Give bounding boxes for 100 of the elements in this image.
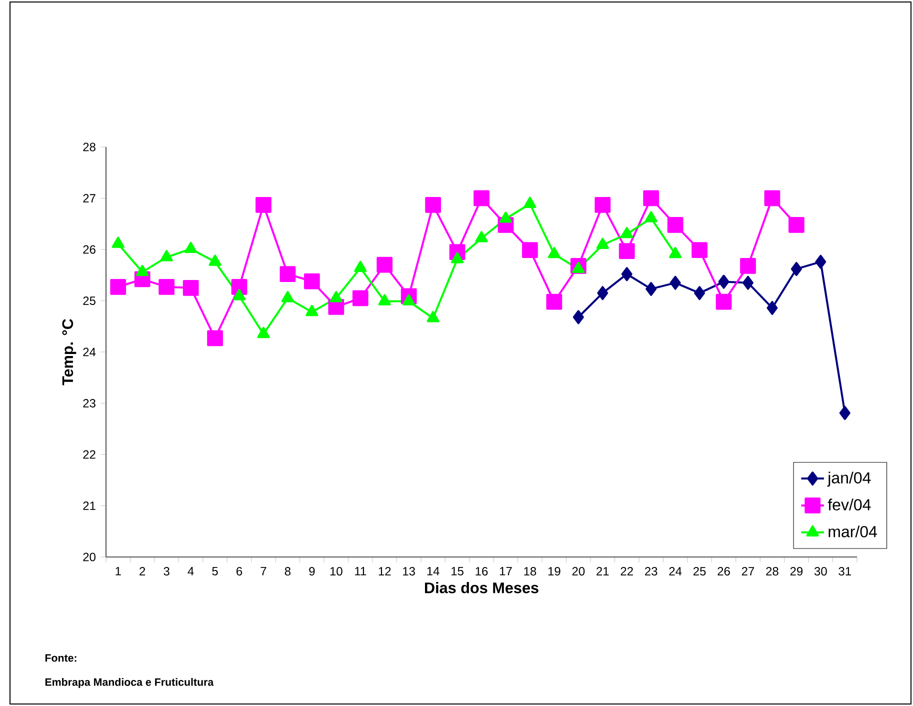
point bbox=[352, 290, 368, 306]
point bbox=[740, 258, 756, 274]
point bbox=[788, 216, 804, 233]
point bbox=[692, 242, 708, 258]
x-tick-label: 19 bbox=[548, 567, 560, 576]
point bbox=[620, 226, 634, 238]
point bbox=[474, 190, 490, 206]
x-tick-label: 23 bbox=[645, 567, 658, 576]
point bbox=[376, 256, 393, 273]
point bbox=[790, 262, 802, 276]
x-tick-label: 10 bbox=[330, 567, 342, 576]
x-tick-label: 12 bbox=[378, 567, 391, 576]
x-tick-label: 15 bbox=[452, 567, 464, 576]
point bbox=[184, 242, 198, 254]
x-tick-label: 29 bbox=[790, 567, 803, 576]
point bbox=[718, 274, 730, 289]
point bbox=[281, 291, 294, 302]
point bbox=[694, 286, 706, 300]
point bbox=[644, 211, 658, 222]
point bbox=[208, 254, 222, 266]
point bbox=[425, 196, 441, 213]
x-tick-label: 2 bbox=[140, 567, 146, 576]
point bbox=[306, 304, 318, 316]
x-tick-label: 20 bbox=[572, 567, 585, 576]
x-tick-label: 6 bbox=[236, 567, 242, 576]
x-tick-label: 4 bbox=[188, 567, 194, 576]
x-tick-label: 9 bbox=[309, 567, 315, 576]
point bbox=[546, 294, 562, 310]
legend-label: jan/04 bbox=[827, 472, 871, 487]
text: Embrapa Mandioca e Fruticultura bbox=[45, 678, 214, 688]
x-tick-label: 26 bbox=[718, 567, 730, 576]
legend-label: mar/04 bbox=[828, 526, 877, 538]
point bbox=[839, 406, 850, 420]
x-tick-label: 21 bbox=[596, 567, 609, 576]
point bbox=[621, 267, 632, 282]
x-tick-label: 11 bbox=[355, 567, 366, 576]
point bbox=[112, 236, 124, 248]
x-tick-label: 18 bbox=[524, 567, 536, 576]
point bbox=[548, 246, 560, 258]
point bbox=[597, 286, 608, 300]
point bbox=[256, 196, 272, 213]
x-tick-label: 16 bbox=[476, 567, 488, 576]
point bbox=[670, 276, 681, 290]
x-tick-label: 31 bbox=[838, 567, 851, 576]
point bbox=[643, 190, 660, 206]
point bbox=[815, 254, 826, 269]
x-tick-label: 22 bbox=[620, 567, 633, 576]
point bbox=[378, 294, 391, 306]
x-tick-label: 7 bbox=[260, 567, 266, 576]
legend-label: fev/04 bbox=[828, 498, 871, 510]
y-axis-title: Temp. °C bbox=[62, 318, 76, 386]
point bbox=[646, 282, 657, 296]
y-tick-label: 27 bbox=[83, 194, 96, 202]
point bbox=[158, 278, 175, 295]
point bbox=[522, 242, 538, 258]
point bbox=[594, 196, 611, 213]
point bbox=[475, 231, 488, 242]
point bbox=[742, 276, 754, 290]
point bbox=[667, 216, 684, 233]
y-tick-label: 23 bbox=[83, 398, 96, 408]
y-tick-label: 21 bbox=[83, 502, 96, 510]
point bbox=[524, 196, 536, 208]
point bbox=[716, 294, 732, 310]
x-tick-label: 13 bbox=[403, 567, 415, 576]
y-tick-label: 28 bbox=[83, 142, 96, 152]
y-tick-label: 26 bbox=[83, 245, 96, 254]
point bbox=[110, 278, 126, 295]
point bbox=[354, 260, 367, 272]
point bbox=[499, 212, 512, 223]
point bbox=[207, 330, 223, 346]
point bbox=[280, 266, 296, 282]
point bbox=[426, 311, 440, 322]
x-tick-label: 24 bbox=[669, 567, 682, 576]
x-tick-label: 25 bbox=[693, 567, 706, 576]
x-tick-label: 28 bbox=[766, 567, 778, 576]
point bbox=[618, 243, 635, 259]
x-tick-label: 17 bbox=[500, 567, 512, 576]
point bbox=[160, 250, 173, 262]
point bbox=[136, 264, 149, 276]
x-tick-label: 27 bbox=[742, 567, 754, 576]
point bbox=[668, 246, 682, 258]
point bbox=[572, 262, 585, 274]
y-tick-label: 25 bbox=[83, 296, 96, 305]
x-tick-label: 5 bbox=[212, 567, 218, 576]
point bbox=[330, 291, 342, 302]
y-tick-label: 24 bbox=[83, 348, 96, 356]
y-tick-label: 22 bbox=[83, 450, 96, 459]
point bbox=[232, 288, 246, 300]
point bbox=[766, 300, 778, 315]
x-axis-title: Dias dos Meses bbox=[425, 582, 538, 594]
point bbox=[257, 326, 270, 338]
point bbox=[596, 238, 609, 249]
x-tick-label: 8 bbox=[284, 567, 291, 576]
point bbox=[572, 310, 584, 324]
point bbox=[450, 252, 464, 264]
point bbox=[182, 280, 199, 296]
x-tick-label: 3 bbox=[164, 567, 170, 576]
y-tick-label: 20 bbox=[83, 552, 96, 562]
x-tick-label: 30 bbox=[814, 567, 827, 576]
source-note: Fonte: bbox=[45, 654, 76, 662]
